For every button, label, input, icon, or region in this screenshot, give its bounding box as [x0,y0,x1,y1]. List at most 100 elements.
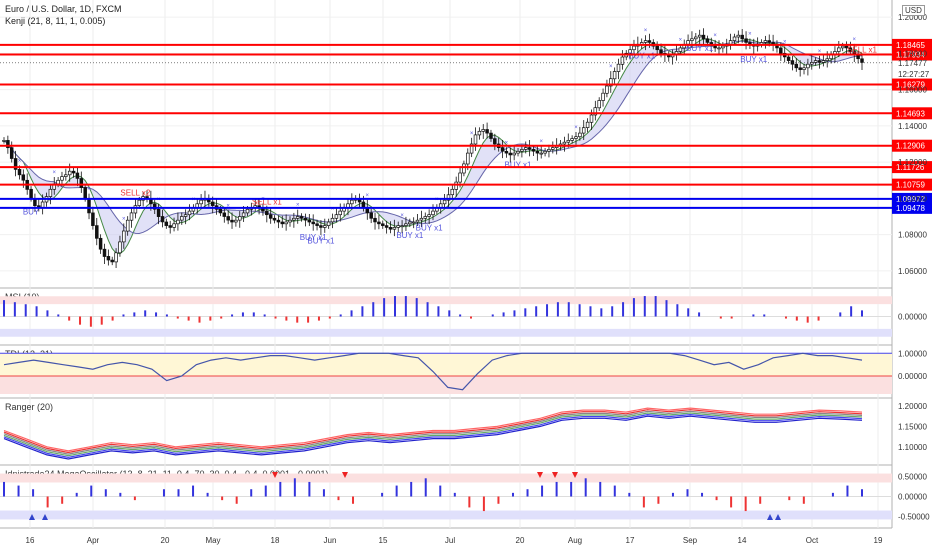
candle-body [276,219,281,223]
signal-star: × [122,216,126,222]
candle-body [504,150,509,154]
candle-body [114,252,118,263]
signal-label: BUY x1 [307,236,335,245]
panel-tick-label: 1.10000 [898,443,927,452]
candle-body [806,63,810,69]
x-tick-label: Jul [445,536,455,545]
candle-body [388,227,393,230]
candle-body [744,38,748,43]
candle-body [655,45,659,51]
candle-body [423,216,428,219]
signal-star: × [818,49,822,55]
candle-body [40,201,45,208]
candle-body [543,150,547,154]
countdown-label: 12:27:27 [898,70,930,79]
candle-body [790,60,795,65]
candle-body [531,149,536,152]
buy-arrow [42,514,48,520]
candle-body [609,78,613,87]
signal-star: × [644,28,648,34]
level-price-label: 1.09972 [896,195,925,204]
candle-body [485,129,489,134]
candle-body [98,237,103,250]
candle-body [643,40,648,43]
ranger-line [3,415,863,460]
signal-star: × [609,64,613,70]
candle-body [798,67,802,70]
candle-body [323,225,327,228]
x-tick-label: 15 [379,536,388,545]
candle-body [284,221,288,225]
signal-label: BUY x1 [628,51,656,60]
candle-body [547,149,551,152]
candle-body [810,62,814,65]
sell-arrow [572,472,578,478]
candle-body [489,132,493,139]
buy-arrow [29,514,35,520]
candle-body [520,149,524,152]
signal-star: × [539,139,543,145]
x-tick-label: 14 [738,536,747,545]
x-tick-label: 20 [516,536,525,545]
level-price-label: 1.09478 [896,204,925,213]
x-tick-label: 19 [874,536,883,545]
sell-arrow [552,472,558,478]
candle-body [226,216,230,221]
candle-body [411,221,416,224]
candle-body [91,212,95,226]
candle-body [628,49,632,54]
indicator-panel: Idnistrade24 MegaOscillator (13, 8, 21, … [0,469,930,522]
level-price-tag [892,161,932,174]
candle-body [616,63,621,72]
candle-body [466,152,470,165]
signal-star: × [853,37,857,43]
candle-body [102,248,107,257]
ranger-line [3,410,863,455]
candle-body [574,136,578,139]
level-price-label: 1.12906 [896,142,925,151]
currency-badge[interactable]: USD [902,5,925,16]
signal-label: SELL x2 [120,189,150,198]
candle-body [446,194,451,201]
signal-label: SELL x1 [252,198,282,207]
candle-body [632,45,636,51]
candle-body [125,219,130,232]
x-tick-label: Oct [806,536,819,545]
ranger-line [3,407,863,452]
candle-body [295,216,300,219]
candle-body [129,212,134,221]
signal-star: × [192,197,196,203]
candle-body [222,212,227,217]
level-price-label: 1.10759 [896,181,925,190]
level-price-label: 1.16279 [896,81,925,90]
sell-arrow [272,472,278,478]
candle-body [110,259,114,263]
candle-body [361,201,366,208]
candle-body [319,225,323,228]
candle-body [392,227,397,230]
panel-tick-label: 0.00000 [898,313,927,322]
candle-body [326,221,331,226]
candle-body [473,134,478,145]
candle-body [238,216,242,221]
candle-body [690,38,694,41]
candle-body [535,150,540,154]
candle-body [122,230,126,243]
lower-zone [0,328,892,337]
candle-body [137,199,142,206]
candle-body [844,45,849,49]
panel-tick-label: 1.15000 [898,422,927,431]
candle-body [400,225,404,227]
candle-body [848,47,853,52]
candle-body [701,34,706,40]
x-tick-label: Sep [683,536,698,545]
chart-title: Euro / U.S. Dollar, 1D, FXCM [5,4,122,14]
level-price-label: 1.18465 [896,41,925,50]
level-price-label: 1.17934 [896,51,925,60]
candle-body [156,208,161,217]
candle-body [736,34,741,38]
candle-body [187,210,192,216]
candle-body [64,174,68,177]
